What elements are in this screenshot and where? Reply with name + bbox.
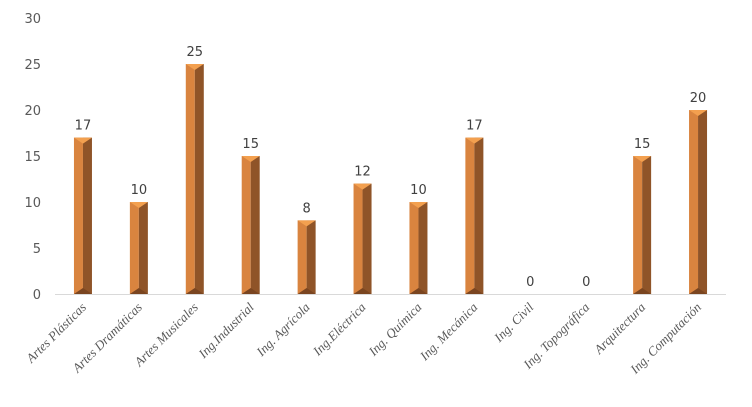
bar-bevel-bottom: [185, 288, 204, 294]
bar-bevel-top: [409, 202, 428, 208]
bar-bevel-top: [297, 220, 316, 227]
bar-face-light: [689, 110, 699, 294]
bar-bevel-bottom: [73, 288, 92, 294]
data-label: 17: [466, 119, 483, 134]
y-tick-label: 30: [24, 12, 41, 27]
bar-face-light: [633, 156, 643, 294]
y-tick-label: 25: [24, 58, 41, 73]
bar-face-dark: [418, 202, 428, 294]
bar-face-light: [297, 220, 307, 294]
bar-face-light: [241, 156, 251, 294]
bar-face-dark: [642, 156, 652, 294]
bar-face-dark: [194, 64, 204, 294]
data-label: 10: [410, 183, 427, 198]
x-category-label: Ing. Química: [365, 299, 425, 359]
x-category-label: Ing. Mecánica: [416, 299, 481, 364]
bar-bevel-top: [633, 156, 652, 162]
x-category-label: Ing.Industrial: [195, 299, 257, 361]
bar-face-dark: [474, 137, 484, 294]
bar-bevel-top: [129, 202, 148, 208]
bar-bevel-bottom: [297, 288, 316, 294]
bar-bevel-top: [241, 156, 260, 162]
y-tick-label: 10: [24, 196, 41, 211]
data-label: 0: [582, 275, 590, 290]
bar-bevel-top: [465, 137, 484, 144]
bar-bevel-top: [73, 137, 92, 144]
bar-face-dark: [82, 137, 92, 294]
bar-face-dark: [250, 156, 260, 294]
data-label: 25: [187, 45, 204, 60]
bar-face-light: [465, 137, 475, 294]
x-category-label: Ing. Agrícola: [253, 299, 314, 360]
bar-bevel-top: [689, 110, 708, 116]
bar-face-dark: [362, 183, 372, 294]
bar-face-light: [353, 183, 363, 294]
data-label: 8: [302, 201, 310, 216]
bar-bevel-bottom: [129, 288, 148, 294]
data-label: 20: [690, 91, 707, 106]
x-category-label: Ing.Eléctrica: [309, 299, 369, 359]
bar-face-light: [73, 137, 83, 294]
bar-bevel-bottom: [241, 288, 260, 294]
bar-face-dark: [306, 220, 316, 294]
bar-face-dark: [138, 202, 148, 294]
bar-bevel-bottom: [633, 288, 652, 294]
data-label: 15: [242, 137, 259, 152]
data-label: 10: [131, 183, 148, 198]
y-tick-label: 20: [24, 104, 41, 119]
data-label: 0: [526, 275, 534, 290]
bar-bevel-bottom: [409, 288, 428, 294]
y-tick-label: 0: [33, 288, 41, 303]
bar-face-light: [185, 64, 195, 294]
bar-bevel-top: [353, 183, 372, 190]
x-category-label: Arquitectura: [590, 299, 648, 357]
data-label: 17: [75, 119, 92, 134]
x-category-label: Ing. Civil: [490, 299, 536, 345]
bar-face-light: [129, 202, 139, 294]
bar-face-light: [409, 202, 419, 294]
data-label: 12: [354, 165, 371, 180]
bar-face-dark: [698, 110, 708, 294]
bar-bevel-bottom: [353, 288, 372, 294]
bar-bevel-bottom: [689, 288, 708, 294]
bar-bevel-top: [185, 64, 204, 70]
y-tick-label: 15: [24, 150, 41, 165]
y-tick-label: 5: [33, 242, 41, 257]
bar-bevel-bottom: [465, 288, 484, 294]
data-label: 15: [634, 137, 651, 152]
